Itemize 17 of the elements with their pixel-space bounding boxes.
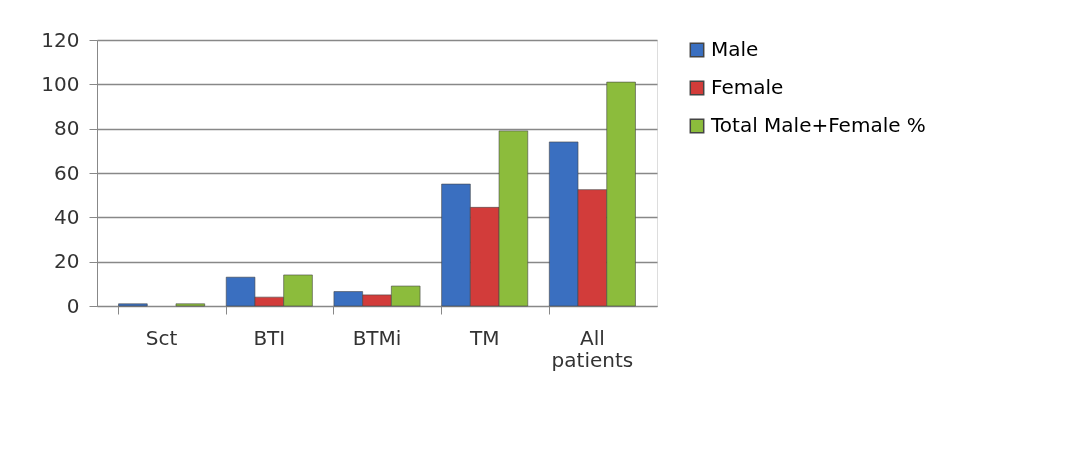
legend-label: Total Male+Female % [710, 113, 926, 137]
y-tick-label: 0 [66, 293, 80, 318]
x-tick-label: All patients [551, 325, 634, 372]
x-tick-label: BTMi [352, 325, 402, 350]
x-tick-label: BTI [253, 325, 286, 350]
y-tick-label: 100 [41, 71, 80, 96]
legend-label: Female [711, 75, 784, 99]
y-tick-label: 80 [54, 116, 80, 141]
y-tick-label: 40 [54, 204, 80, 229]
legend-label: Male [711, 37, 759, 61]
x-tick-label: TM [468, 325, 500, 350]
y-tick-label: 60 [54, 160, 80, 185]
bar [118, 303, 148, 307]
y-tick-label: 120 [41, 27, 80, 52]
x-tick-label: Sct [145, 325, 178, 350]
y-tick-label: 20 [54, 249, 80, 274]
bar [175, 303, 205, 307]
